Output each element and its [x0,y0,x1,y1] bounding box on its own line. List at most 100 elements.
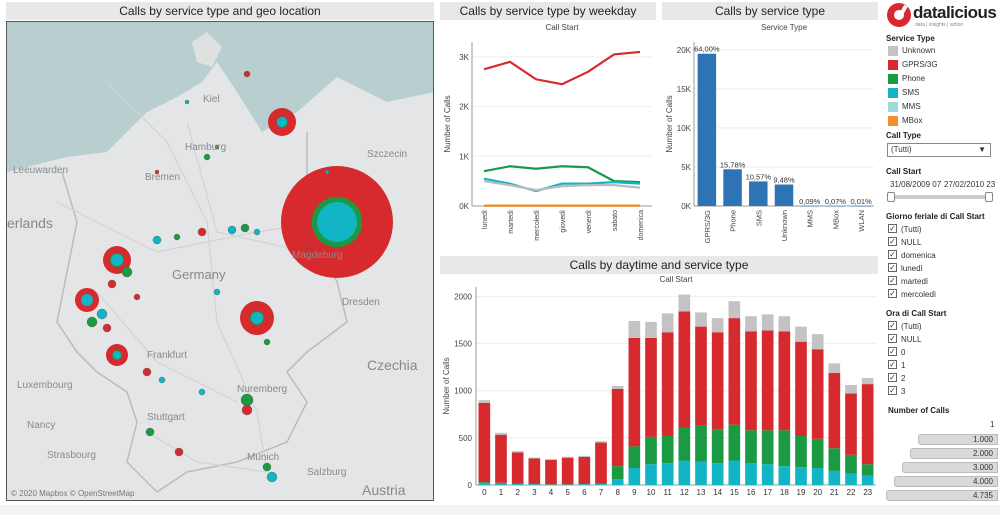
call-start-from: 31/08/2009 07 [890,180,942,189]
daytime-bar-segment-sms [811,468,824,485]
map-sea [7,22,433,172]
daytime-bar-segment-sms [495,483,507,485]
service-bar-data-label: 0,01% [851,197,873,206]
map-marker [227,225,237,235]
daytime-bar-segment-unknown [811,334,824,350]
daytime-chart-subtitle: Call Start [660,275,694,284]
daytime-x-tick-label: 20 [813,488,822,497]
checkbox-checked-icon[interactable]: ✓ [888,386,897,395]
hour-filter-option[interactable]: ✓ 2 [888,373,905,385]
checkbox-checked-icon[interactable]: ✓ [888,250,897,259]
hour-filter-option[interactable]: ✓ 1 [888,360,905,372]
checkbox-checked-icon[interactable]: ✓ [888,347,897,356]
weekday-chart-subtitle: Call Start [546,23,580,32]
map-label-erlands: erlands [7,215,53,231]
map-marker [243,70,251,78]
daytime-bar-segment-gprs-3g [661,332,674,436]
daytime-bar-segment-phone [795,435,807,468]
weekday-x-tick-label: sabato [612,210,619,231]
logo-icon [887,3,911,27]
service-x-tick-label: WLAN [857,210,866,232]
call-start-slider[interactable] [887,192,993,202]
daytime-bar-segment-sms [528,484,541,485]
map-canvas[interactable] [7,22,434,501]
hour-filter-option[interactable]: ✓ (Tutti) [888,321,922,333]
weekday-line-chart[interactable]: Call Start Number of Calls 0K 1K 2K 3K lunedì m… [440,20,656,252]
daytime-bar-segment-unknown [528,457,541,459]
legend-item-mms[interactable]: MMS [888,102,921,114]
service-bar-chart[interactable]: Service Type Number of Calls 0K 5K 10K 15K 20K… [662,20,878,252]
daytime-y-tick-label: 1500 [454,340,472,349]
service-bar-wlan [851,205,871,207]
weekday-y-axis-label: Number of Calls [443,95,452,152]
call-type-value: (Tutti) [891,145,912,154]
daytime-bar-segment-gprs-3g [578,456,591,484]
legend-item-unknown[interactable]: Unknown [888,46,935,58]
hour-filter-option[interactable]: ✓ 0 [888,347,905,359]
daytime-bar-segment-sms [578,484,591,485]
weekday-x-tick-label: giovedì [560,210,567,233]
slider-handle-right[interactable] [985,192,993,202]
weekday-filter-option[interactable]: ✓ NULL [888,237,921,249]
daytime-bar-segment-phone [628,446,641,469]
checkbox-checked-icon[interactable]: ✓ [888,237,897,246]
legend-label: GPRS/3G [902,60,938,69]
checkbox-checked-icon[interactable]: ✓ [888,263,897,272]
legend-item-mbox[interactable]: MBox [888,116,922,128]
weekday-filter-option[interactable]: ✓ lunedì [888,263,923,275]
weekday-filter-option[interactable]: ✓ martedì [888,276,928,288]
hour-filter-option-label: (Tutti) [901,322,922,331]
service-x-tick-label: Phone [729,210,738,232]
weekday-y-tick-label: 1K [459,152,469,161]
call-type-dropdown[interactable]: (Tutti) ▼ [887,143,991,157]
daytime-x-tick-label: 5 [565,488,570,497]
map-road [96,291,238,403]
service-bar-unknown [774,184,794,206]
checkbox-checked-icon[interactable]: ✓ [888,360,897,369]
checkbox-checked-icon[interactable]: ✓ [888,224,897,233]
daytime-bar-segment-gprs-3g [611,388,624,467]
checkbox-checked-icon[interactable]: ✓ [888,289,897,298]
daytime-bar-segment-gprs-3g [745,331,757,431]
weekday-filter-option[interactable]: ✓ (Tutti) [888,224,922,236]
weekday-filter-option[interactable]: ✓ mercoledì [888,289,936,301]
checkbox-checked-icon[interactable]: ✓ [888,321,897,330]
daytime-bar-segment-gprs-3g [645,337,657,437]
map-marker [241,404,253,416]
daytime-bar-segment-unknown [661,313,674,333]
weekday-filter-option[interactable]: ✓ domenica [888,250,936,262]
map-marker [152,235,162,245]
daytime-bar-segment-unknown [495,432,507,435]
hour-filter-option[interactable]: ✓ 3 [888,386,905,398]
daytime-x-tick-label: 19 [797,488,806,497]
daytime-bar-segment-phone [611,466,624,480]
legend-item-sms[interactable]: SMS [888,88,919,100]
daytime-bar-segment-phone [811,438,824,469]
slider-handle-left[interactable] [887,192,895,202]
legend-item-phone[interactable]: Phone [888,74,925,86]
checkbox-checked-icon[interactable]: ✓ [888,373,897,382]
daytime-bar-segment-phone [845,454,857,474]
daytime-bar-segment-gprs-3g [861,384,874,465]
checkbox-checked-icon[interactable]: ✓ [888,334,897,343]
legend-item-gprs-3g[interactable]: GPRS/3G [888,60,938,72]
daytime-bar-segment-gprs-3g [561,457,574,485]
legend-swatch [888,88,898,98]
chevron-down-icon[interactable]: ▼ [978,145,986,154]
daytime-bar-segment-sms [828,470,841,485]
weekday-filter-option-label: martedì [901,277,929,286]
hour-filter-option[interactable]: ✓ NULL [888,334,921,346]
geo-map[interactable]: Kiel Hamburg Bremen Leeuwarden Magdeburg Dres… [6,21,434,501]
daytime-bar-segment-unknown [745,316,757,332]
daytime-bar-segment-gprs-3g [595,442,607,484]
map-label-germany: Germany [172,267,226,282]
daytime-bar-segment-unknown [695,312,707,327]
checkbox-checked-icon[interactable]: ✓ [888,276,897,285]
hour-filter-option-label: NULL [901,335,922,344]
map-label-magdeburg: Magdeburg [292,250,343,261]
service-bar-data-label: 64,00% [694,45,720,54]
daytime-bar-segment-gprs-3g [678,311,691,428]
daytime-x-tick-label: 9 [632,488,637,497]
daytime-bar-segment-phone [778,430,791,467]
